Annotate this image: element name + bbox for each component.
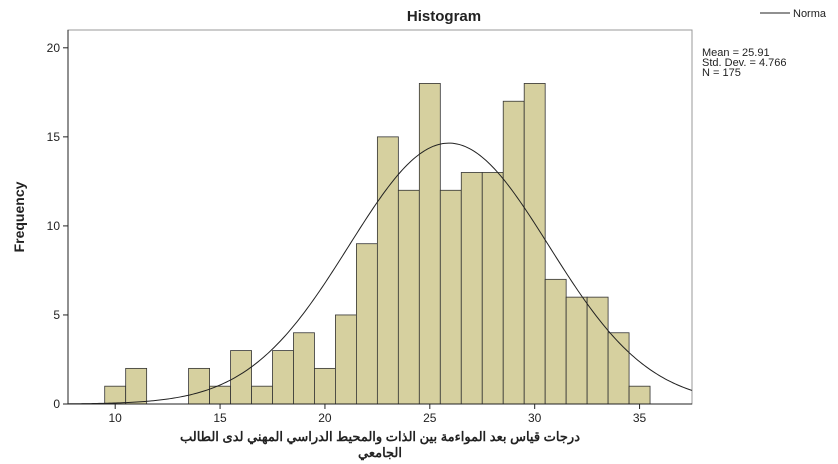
y-axis-label: Frequency bbox=[11, 181, 27, 252]
normal-curve bbox=[67, 142, 693, 405]
bar bbox=[565, 296, 588, 405]
bar bbox=[397, 189, 420, 405]
bar bbox=[293, 332, 315, 405]
bar bbox=[628, 385, 651, 405]
bar bbox=[335, 314, 357, 405]
bar bbox=[586, 296, 609, 405]
bar bbox=[125, 367, 148, 405]
bar bbox=[376, 136, 399, 405]
bar bbox=[460, 172, 483, 405]
x-tick-label: 15 bbox=[213, 411, 227, 425]
bar bbox=[188, 367, 210, 405]
bar bbox=[607, 332, 630, 405]
y-tick-label: 15 bbox=[47, 130, 61, 144]
bar bbox=[209, 385, 231, 405]
bar bbox=[251, 385, 273, 405]
chart-title: Histogram bbox=[407, 8, 481, 25]
y-tick-label: 5 bbox=[53, 308, 60, 322]
legend-label: Norma bbox=[793, 8, 827, 20]
bar bbox=[523, 83, 546, 405]
bar bbox=[356, 243, 378, 405]
bar bbox=[272, 350, 294, 405]
bar bbox=[502, 100, 525, 405]
stat-label: Std. Dev. = 4.766 bbox=[702, 57, 787, 69]
y-tick-label: 20 bbox=[47, 41, 61, 55]
y-tick-label: 0 bbox=[53, 397, 60, 411]
bar bbox=[418, 83, 441, 405]
bar bbox=[104, 385, 127, 405]
bar bbox=[481, 172, 504, 405]
bar bbox=[314, 367, 336, 405]
bar bbox=[230, 350, 252, 405]
x-axis-label: الجامعي bbox=[358, 445, 402, 461]
x-tick-label: 25 bbox=[423, 411, 437, 425]
x-tick-label: 30 bbox=[528, 411, 542, 425]
stat-label: N = 175 bbox=[702, 67, 741, 79]
x-axis-label: درجات قياس بعد المواءمة بين الذات والمحي… bbox=[180, 429, 580, 445]
stat-label: Mean = 25.91 bbox=[702, 47, 770, 59]
y-tick-label: 10 bbox=[47, 219, 61, 233]
bar bbox=[439, 189, 462, 405]
bar bbox=[544, 278, 567, 405]
x-tick-label: 20 bbox=[318, 411, 332, 425]
x-tick-label: 10 bbox=[109, 411, 123, 425]
x-tick-label: 35 bbox=[633, 411, 647, 425]
